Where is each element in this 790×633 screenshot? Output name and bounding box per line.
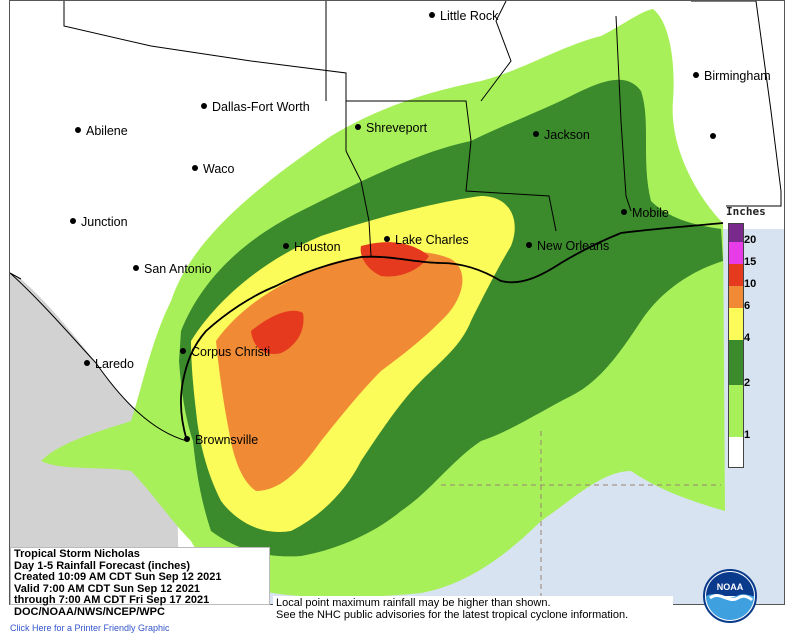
legend-tick-label: 15 <box>744 256 757 268</box>
disclaimer-note: Local point maximum rainfall may be high… <box>273 596 673 624</box>
city-label: New Orleans <box>537 239 609 253</box>
forecast-period: Day 1-5 Rainfall Forecast (inches) <box>14 559 191 572</box>
city-marker <box>429 12 435 18</box>
city-marker <box>384 236 390 242</box>
legend-swatch <box>729 340 743 385</box>
valid-start: Valid 7:00 AM CDT Sun Sep 12 2021 <box>14 582 201 595</box>
city-marker <box>526 242 532 248</box>
city-label: Laredo <box>95 357 134 371</box>
city-label: Corpus Christi <box>191 345 270 359</box>
city-marker <box>201 103 207 109</box>
city-label: Little Rock <box>440 9 499 23</box>
city-label: San Antonio <box>144 262 211 276</box>
city-marker <box>355 124 361 130</box>
city-label: Jackson <box>544 128 590 142</box>
note-line-1: Local point maximum rainfall may be high… <box>276 597 551 609</box>
state-borders <box>10 1 782 280</box>
legend-tick-label: 2 <box>744 377 751 389</box>
city-marker <box>710 133 716 139</box>
city-label: Birmingham <box>704 69 771 83</box>
city-layer: Little Rock Birmingham Dallas-Fort Worth Ab… <box>70 9 771 447</box>
city-marker <box>133 265 139 271</box>
city-label: Lake Charles <box>395 233 469 247</box>
note-line-2: See the NHC public advisories for the la… <box>276 609 629 621</box>
noaa-logo: NOAA <box>703 569 757 623</box>
city-label: Mobile <box>632 206 669 220</box>
city-label: Abilene <box>86 124 128 138</box>
rainfall-legend: Inches 20 15 10 6 4 2 1 <box>726 205 782 541</box>
city-label: Shreveport <box>366 121 428 135</box>
legend-swatch <box>729 286 743 308</box>
legend-title: Inches <box>726 205 766 218</box>
created-time: Created 10:09 AM CDT Sun Sep 12 2021 <box>14 571 222 583</box>
city-marker <box>70 218 76 224</box>
legend-tick-label: 1 <box>744 429 751 441</box>
valid-end: through 7:00 AM CDT Fri Sep 17 2021 <box>14 594 210 606</box>
legend-swatch <box>729 224 743 242</box>
legend-tick-label: 6 <box>744 300 751 312</box>
rain-zone-10in-a <box>251 310 304 355</box>
city-label: Dallas-Fort Worth <box>212 100 310 114</box>
city-label: Brownsville <box>195 433 258 447</box>
city-marker <box>693 72 699 78</box>
city-marker <box>533 131 539 137</box>
city-marker <box>621 209 627 215</box>
legend-swatch <box>729 264 743 286</box>
city-marker <box>184 436 190 442</box>
city-marker <box>84 360 90 366</box>
forecast-title-block: Tropical Storm Nicholas Day 1-5 Rainfall… <box>10 547 270 617</box>
storm-name: Tropical Storm Nicholas <box>14 548 140 560</box>
city-marker <box>180 348 186 354</box>
city-label: Waco <box>203 162 235 176</box>
legend-swatch <box>729 242 743 264</box>
city-marker <box>192 165 198 171</box>
rain-zone-6in <box>216 251 463 491</box>
legend-swatch <box>729 308 743 340</box>
legend-swatch <box>729 437 743 467</box>
legend-tick-label: 10 <box>744 278 757 290</box>
svg-text:NOAA: NOAA <box>717 582 744 592</box>
legend-tick-label: 4 <box>744 332 751 344</box>
legend-tick-label: 20 <box>744 234 757 246</box>
city-label: Junction <box>81 215 128 229</box>
map-svg: Little Rock Birmingham Dallas-Fort Worth Ab… <box>10 1 784 604</box>
city-marker <box>283 243 289 249</box>
rio-grande <box>10 272 188 442</box>
agency-credit: DOC/NOAA/NWS/NCEP/WPC <box>14 605 165 618</box>
legend-swatch <box>729 385 743 437</box>
city-marker <box>75 127 81 133</box>
maritime-boundary <box>441 431 721 604</box>
coastline <box>180 222 724 442</box>
rainfall-map: Little Rock Birmingham Dallas-Fort Worth Ab… <box>9 0 785 605</box>
city-label: Houston <box>294 240 341 254</box>
rain-zone-10in-b <box>360 242 429 277</box>
legend-colorbar <box>728 223 744 468</box>
printer-friendly-link[interactable]: Click Here for a Printer Friendly Graphi… <box>10 623 170 633</box>
